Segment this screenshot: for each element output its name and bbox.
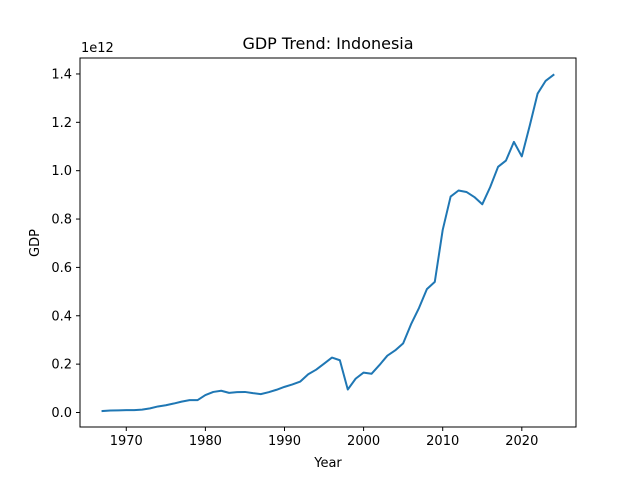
y-offset-label: 1e12 [81, 41, 114, 56]
x-tick-label: 1990 [268, 434, 301, 449]
ticks-layer: 1970 1980 1990 2000 2010 2020 0.0 0.2 0.4 0.6 0.8 1… [51, 67, 538, 449]
y-tick-label: 1.4 [51, 67, 72, 82]
x-axis-label: Year [313, 456, 342, 471]
y-tick-label: 0.2 [51, 358, 72, 373]
y-tick-label: 0.4 [51, 309, 72, 324]
y-tick-label: 0.6 [51, 261, 72, 276]
series-layer [101, 73, 555, 413]
x-tick-label: 1980 [189, 434, 222, 449]
chart-title: GDP Trend: Indonesia [242, 34, 413, 53]
y-axis-label: GDP [28, 229, 43, 257]
y-tick-label: 0.0 [51, 406, 72, 421]
y-tick-label: 0.8 [51, 213, 72, 228]
x-tick-label: 2000 [347, 434, 380, 449]
y-tick-label: 1.2 [51, 116, 72, 131]
x-tick-label: 2010 [426, 434, 459, 449]
y-tick-label: 1.0 [51, 164, 72, 179]
plot-frame [79, 57, 577, 428]
x-tick-label: 2020 [505, 434, 538, 449]
x-tick-label: 1970 [110, 434, 143, 449]
gdp-series-line [101, 73, 555, 413]
